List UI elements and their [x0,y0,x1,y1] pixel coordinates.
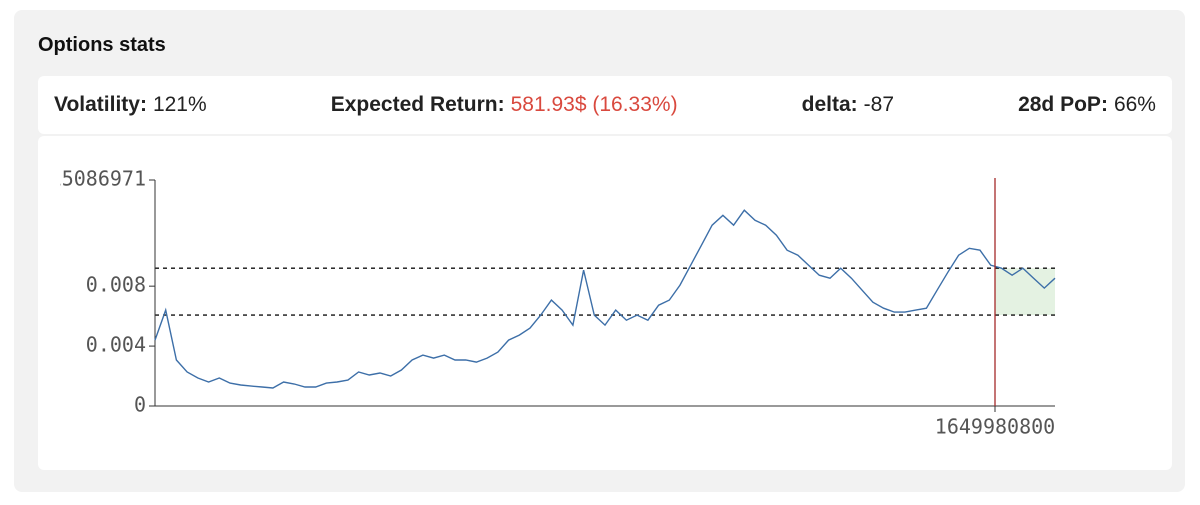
chart: 0 0.004 0.008 0.015086971 1649980800 [38,167,1056,439]
stat-value: 121% [152,93,207,116]
y-tick-label: 0 [134,393,146,417]
options-panel: Options stats Volatility: 121% Expected Re… [14,10,1185,492]
probability-band [995,268,1055,316]
stat: Volatility: 121% [54,93,207,117]
stat-value: -87 [863,93,895,116]
x-tick-label: 1649980800 [935,415,1055,439]
stat-label: Volatility: [54,93,147,116]
panel-title: Options stats [38,34,166,56]
stat-label: 28d PoP: [1018,93,1108,116]
y-tick-label: 0.015086971 [38,167,146,191]
stat: 28d PoP: 66% [1018,93,1156,117]
y-tick-label: 0.008 [86,273,146,297]
stat-value: 66% [1113,93,1156,116]
y-tick-labels: 0 0.004 0.008 0.015086971 [38,167,146,417]
stat-label: Expected Return: [330,93,505,116]
stat-label: delta: [801,93,858,116]
stat-value: 581.93$ (16.33%) [510,93,678,116]
stats-bar: Volatility: 121% Expected Return: 581.93$ (… [38,76,1172,134]
price-line [154,209,1056,389]
stat: Expected Return: 581.93$ (16.33%) [331,93,678,117]
y-tick-label: 0.004 [86,333,146,357]
chart-box: 0 0.004 0.008 0.015086971 1649980800 [38,136,1172,470]
stat: delta: -87 [802,93,894,117]
